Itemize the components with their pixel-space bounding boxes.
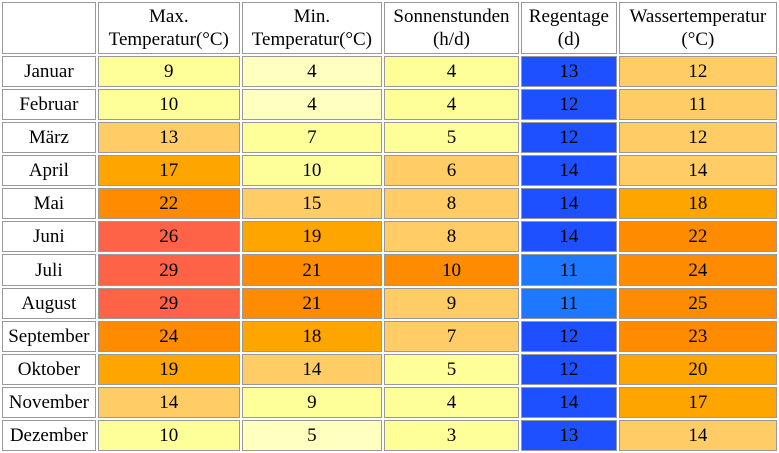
cell-tmin: 10 <box>241 155 382 187</box>
table-row: Juni 26 19 8 14 22 <box>2 221 777 253</box>
month-label: März <box>2 122 96 154</box>
header-water: Wassertemperatur (°C) <box>618 2 777 54</box>
cell-rain: 12 <box>520 353 617 385</box>
month-label: September <box>2 320 96 352</box>
cell-rain: 12 <box>520 320 617 352</box>
cell-sun: 6 <box>383 155 519 187</box>
header-corner <box>2 2 96 54</box>
cell-rain: 13 <box>520 56 617 88</box>
cell-water: 12 <box>618 122 777 154</box>
table-row: Januar 9 4 4 13 12 <box>2 56 777 88</box>
cell-tmax: 24 <box>97 320 240 352</box>
month-label: Mai <box>2 188 96 220</box>
cell-rain: 14 <box>520 188 617 220</box>
cell-rain: 14 <box>520 221 617 253</box>
cell-tmin: 21 <box>241 287 382 319</box>
header-tmin: Min. Temperatur(°C) <box>241 2 382 54</box>
cell-tmax: 29 <box>97 287 240 319</box>
cell-tmax: 13 <box>97 122 240 154</box>
header-rain: Regentage (d) <box>520 2 617 54</box>
cell-water: 24 <box>618 254 777 286</box>
table-body: Januar 9 4 4 13 12 Februar 10 4 4 12 11 März 13 7 5 12 12… <box>2 56 777 451</box>
cell-water: 22 <box>618 221 777 253</box>
cell-tmax: 10 <box>97 89 240 121</box>
month-label: Dezember <box>2 419 96 451</box>
table-row: September 24 18 7 12 23 <box>2 320 777 352</box>
cell-tmax: 26 <box>97 221 240 253</box>
cell-sun: 4 <box>383 56 519 88</box>
month-label: Juni <box>2 221 96 253</box>
table-row: Februar 10 4 4 12 11 <box>2 89 777 121</box>
table-row: November 14 9 4 14 17 <box>2 386 777 418</box>
table-row: August 29 21 9 11 25 <box>2 287 777 319</box>
cell-tmin: 9 <box>241 386 382 418</box>
cell-water: 12 <box>618 56 777 88</box>
cell-tmax: 14 <box>97 386 240 418</box>
cell-tmin: 5 <box>241 419 382 451</box>
cell-tmin: 14 <box>241 353 382 385</box>
month-label: Oktober <box>2 353 96 385</box>
cell-tmax: 10 <box>97 419 240 451</box>
cell-tmin: 7 <box>241 122 382 154</box>
cell-water: 25 <box>618 287 777 319</box>
cell-sun: 9 <box>383 287 519 319</box>
cell-tmin: 15 <box>241 188 382 220</box>
table-row: Mai 22 15 8 14 18 <box>2 188 777 220</box>
table-row: März 13 7 5 12 12 <box>2 122 777 154</box>
cell-tmin: 4 <box>241 56 382 88</box>
month-label: Juli <box>2 254 96 286</box>
cell-sun: 8 <box>383 188 519 220</box>
cell-rain: 11 <box>520 254 617 286</box>
cell-rain: 13 <box>520 419 617 451</box>
cell-sun: 5 <box>383 353 519 385</box>
header-row: Max. Temperatur(°C) Min. Temperatur(°C) … <box>2 2 777 54</box>
cell-rain: 11 <box>520 287 617 319</box>
month-label: Februar <box>2 89 96 121</box>
cell-rain: 14 <box>520 386 617 418</box>
cell-tmin: 21 <box>241 254 382 286</box>
month-label: August <box>2 287 96 319</box>
cell-water: 11 <box>618 89 777 121</box>
month-label: November <box>2 386 96 418</box>
table-row: Dezember 10 5 3 13 14 <box>2 419 777 451</box>
cell-tmax: 17 <box>97 155 240 187</box>
cell-tmin: 19 <box>241 221 382 253</box>
cell-water: 23 <box>618 320 777 352</box>
cell-rain: 12 <box>520 122 617 154</box>
cell-sun: 5 <box>383 122 519 154</box>
cell-water: 20 <box>618 353 777 385</box>
header-sun: Sonnenstunden (h/d) <box>383 2 519 54</box>
cell-sun: 7 <box>383 320 519 352</box>
cell-sun: 10 <box>383 254 519 286</box>
cell-tmax: 22 <box>97 188 240 220</box>
cell-tmax: 19 <box>97 353 240 385</box>
cell-water: 14 <box>618 419 777 451</box>
cell-sun: 3 <box>383 419 519 451</box>
cell-tmin: 18 <box>241 320 382 352</box>
header-tmax: Max. Temperatur(°C) <box>97 2 240 54</box>
table-row: Juli 29 21 10 11 24 <box>2 254 777 286</box>
table-row: April 17 10 6 14 14 <box>2 155 777 187</box>
month-label: April <box>2 155 96 187</box>
cell-sun: 4 <box>383 89 519 121</box>
cell-tmax: 29 <box>97 254 240 286</box>
month-label: Januar <box>2 56 96 88</box>
cell-rain: 12 <box>520 89 617 121</box>
table-row: Oktober 19 14 5 12 20 <box>2 353 777 385</box>
cell-water: 17 <box>618 386 777 418</box>
cell-water: 14 <box>618 155 777 187</box>
cell-water: 18 <box>618 188 777 220</box>
cell-tmin: 4 <box>241 89 382 121</box>
cell-rain: 14 <box>520 155 617 187</box>
cell-sun: 8 <box>383 221 519 253</box>
cell-tmax: 9 <box>97 56 240 88</box>
cell-sun: 4 <box>383 386 519 418</box>
